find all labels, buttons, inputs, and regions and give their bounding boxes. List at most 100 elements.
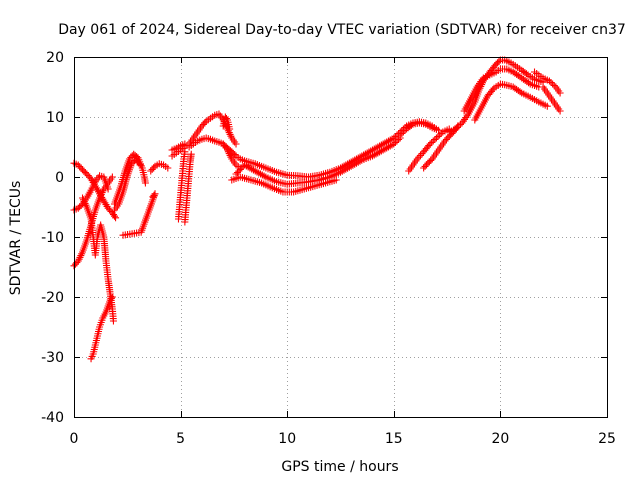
data-point [253, 168, 261, 176]
data-point [342, 165, 350, 173]
data-point [231, 151, 239, 159]
y-tick-label: -10 [41, 230, 64, 246]
data-point [416, 151, 424, 159]
x-axis-label: GPS time / hours [281, 459, 398, 475]
grid-layer [74, 57, 607, 417]
y-tick-label: -20 [41, 290, 64, 306]
y-tick-label: 10 [46, 110, 64, 126]
data-point [181, 148, 189, 156]
data-point [379, 140, 387, 148]
series-arc13 [219, 113, 234, 133]
data-point [368, 146, 376, 154]
data-point [255, 169, 263, 177]
data-point [415, 153, 423, 161]
tick-label-layer: 0 5 10 15 20 25 -40 -30 -20 -10 0 10 20 [41, 50, 616, 447]
data-point [111, 212, 119, 220]
data-point [399, 128, 407, 136]
series-arc5 [87, 293, 116, 363]
series-arc12 [181, 150, 195, 226]
data-point [345, 163, 353, 171]
series-arc22 [471, 80, 551, 124]
data-point [426, 140, 434, 148]
data-point [108, 293, 116, 301]
chart-title: Day 061 of 2024, Sidereal Day-to-day VTE… [58, 22, 626, 38]
data-point [383, 138, 391, 146]
data-point [241, 161, 249, 169]
data-point [354, 158, 362, 166]
data-point [368, 152, 376, 160]
series-arc18 [405, 125, 453, 175]
data-point [141, 179, 149, 187]
series-arc4 [79, 194, 117, 325]
data-point [242, 162, 250, 170]
series-arc15 [232, 134, 404, 188]
data-point [150, 191, 158, 199]
data-point [150, 164, 158, 172]
data-point [453, 124, 461, 131]
data-point [386, 142, 394, 150]
data-point [429, 137, 437, 145]
data-point [222, 115, 230, 122]
data-point [164, 164, 172, 172]
data-point [376, 148, 384, 156]
data-point [398, 130, 406, 137]
data-point [201, 119, 209, 127]
data-point [431, 136, 439, 143]
data-point [390, 140, 398, 148]
series-arc16 [228, 173, 340, 196]
data-point [377, 147, 385, 155]
data-point [381, 139, 389, 147]
data-point [379, 146, 387, 154]
data-point [516, 88, 524, 96]
series-isolated [119, 190, 159, 239]
x-tick-label: 25 [598, 431, 616, 447]
x-tick-label: 15 [385, 431, 403, 447]
data-point [489, 86, 497, 94]
data-point [383, 144, 391, 152]
y-axis-label: SDTVAR / TECUs [8, 181, 24, 296]
data-point [337, 168, 344, 176]
data-point [258, 171, 266, 179]
y-tick-label: -40 [41, 410, 64, 426]
data-point [523, 70, 531, 78]
data-point [108, 173, 116, 181]
data-point [249, 166, 257, 174]
data-point [455, 122, 463, 130]
x-tick-label: 5 [176, 431, 185, 447]
x-tick-label: 10 [278, 431, 296, 447]
data-point [556, 107, 564, 115]
data-point [187, 150, 195, 158]
data-point [374, 143, 382, 151]
data-point [377, 141, 385, 149]
series-arc20 [445, 56, 547, 136]
data-point [556, 89, 564, 97]
data-point [338, 167, 346, 175]
data-point [109, 317, 117, 325]
data-point [112, 214, 120, 222]
data-point [495, 57, 503, 65]
data-point [434, 133, 442, 140]
data-point [356, 157, 364, 165]
data-point [347, 162, 355, 170]
data-point [437, 130, 445, 137]
series-arc8 [147, 160, 172, 175]
data-point [365, 148, 373, 156]
data-point [391, 139, 399, 146]
data-point [545, 77, 553, 85]
data-point [393, 137, 401, 145]
data-point [386, 136, 394, 144]
data-point [428, 139, 436, 146]
data-point [351, 160, 359, 168]
plot-frame [74, 57, 608, 418]
data-point [384, 137, 392, 145]
data-point [550, 82, 558, 89]
data-point [549, 80, 557, 88]
series-arc24 [539, 83, 564, 115]
data-point [381, 145, 389, 153]
series-arc23 [531, 68, 564, 97]
data-point [390, 134, 398, 142]
x-tick-label: 20 [491, 431, 509, 447]
data-point [543, 102, 551, 110]
data-points-layer [70, 56, 564, 363]
